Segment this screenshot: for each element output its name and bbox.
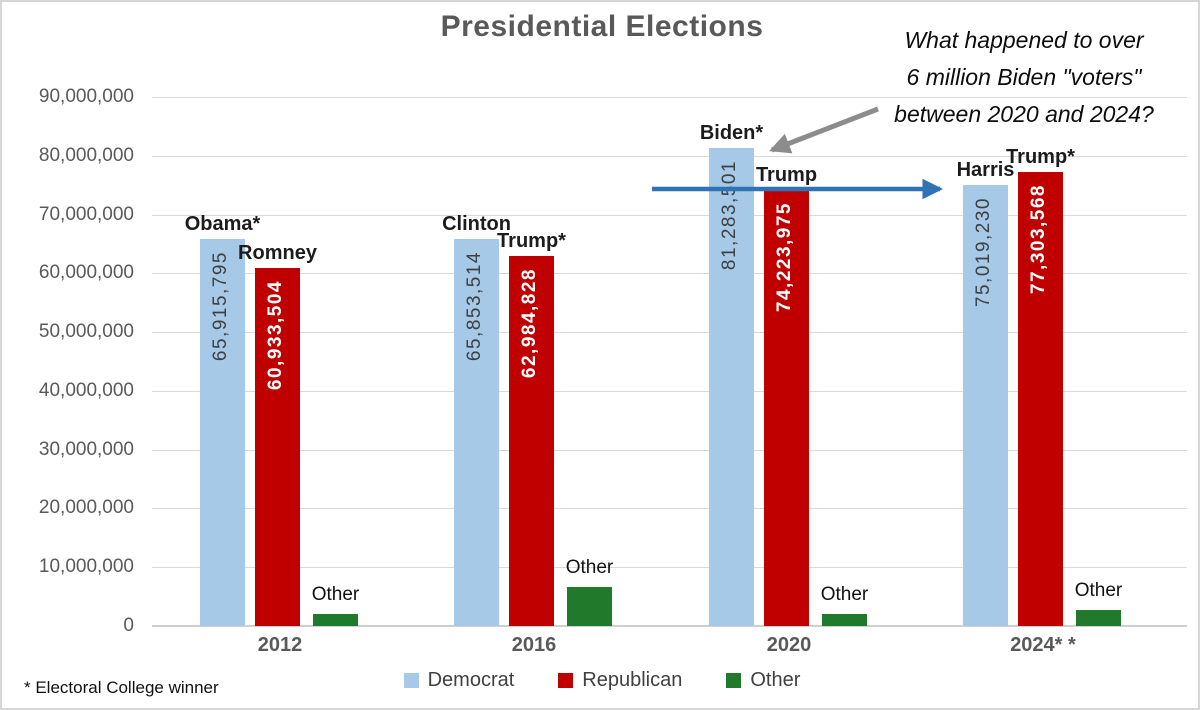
bar-democrat-2016 <box>454 238 499 626</box>
value-label-democrat-2020: 81,283,501 <box>719 160 740 271</box>
candidate-label-democrat-2020: Biden* <box>699 122 764 145</box>
x-axis-label-2024: 2024* * <box>1010 634 1076 656</box>
legend: Democrat Republican Other <box>2 669 1198 692</box>
value-label-republican-2016: 62,984,828 <box>519 267 540 378</box>
bar-republican-2024 <box>1018 171 1063 626</box>
value-label-republican-2012: 60,933,504 <box>265 279 286 390</box>
bar-other-2024 <box>1076 610 1121 626</box>
x-axis-label-2020: 2020 <box>766 634 812 656</box>
y-axis-tick-label: 20,000,000 <box>38 497 134 519</box>
legend-item-democrat: Democrat <box>403 669 515 692</box>
candidate-label-democrat-2016: Clinton <box>442 212 511 235</box>
x-axis-line <box>152 625 1187 627</box>
legend-swatch-icon <box>403 673 419 688</box>
y-axis-tick-label: 90,000,000 <box>38 86 134 107</box>
candidate-label-democrat-2024: Harris <box>956 159 1015 182</box>
y-axis-tick-label: 70,000,000 <box>38 203 134 225</box>
y-axis-tick-label: 40,000,000 <box>38 379 134 401</box>
gridline <box>152 390 1187 392</box>
y-axis-tick-label: 30,000,000 <box>38 438 134 460</box>
x-axis-label-2016: 2016 <box>511 634 557 656</box>
footnote: * Electoral College winner <box>24 678 219 697</box>
annotation-text: What happened to over 6 million Biden "v… <box>854 22 1194 133</box>
legend-label: Republican <box>582 669 683 691</box>
annotation-line-3: between 2020 and 2024? <box>894 101 1154 127</box>
gridline <box>152 567 1187 569</box>
legend-label: Other <box>750 669 801 691</box>
value-label-democrat-2024: 75,019,230 <box>973 197 994 308</box>
value-label-democrat-2016: 65,853,514 <box>464 250 485 362</box>
y-axis-tick-label: 50,000,000 <box>38 321 134 343</box>
gridline <box>152 273 1187 275</box>
bar-other-2016 <box>567 587 612 626</box>
candidate-label-other-2016: Other <box>565 557 614 579</box>
gridline <box>152 449 1187 451</box>
candidate-label-republican-2020: Trump <box>755 163 818 186</box>
bar-republican-2016 <box>509 255 554 626</box>
value-label-republican-2024: 77,303,568 <box>1028 183 1049 294</box>
legend-item-other: Other <box>726 669 800 692</box>
gridline <box>152 97 1187 98</box>
legend-item-republican: Republican <box>558 669 682 692</box>
y-axis-tick-label: 0 <box>123 615 134 636</box>
gridline <box>152 214 1187 216</box>
annotation-line-1: What happened to over <box>904 27 1144 53</box>
annotation-line-2: 6 million Biden "voters" <box>906 64 1142 90</box>
y-axis-tick-label: 60,000,000 <box>38 262 134 284</box>
candidate-label-republican-2016: Trump* <box>497 229 566 252</box>
bar-democrat-2012 <box>200 238 245 626</box>
legend-swatch-icon <box>558 673 574 688</box>
bar-other-2020 <box>822 614 867 626</box>
bar-republican-2020 <box>764 189 809 626</box>
bar-democrat-2024 <box>963 185 1008 626</box>
legend-swatch-icon <box>726 673 742 688</box>
y-axis-tick-label: 80,000,000 <box>38 144 134 166</box>
bar-other-2012 <box>313 614 358 626</box>
x-axis-label-2012: 2012 <box>257 634 303 656</box>
y-axis-tick-label: 10,000,000 <box>38 556 134 578</box>
bar-republican-2012 <box>255 267 300 626</box>
chart-title: Presidential Elections <box>440 10 764 43</box>
value-label-democrat-2012: 65,915,795 <box>210 250 231 361</box>
bar-democrat-2020 <box>709 148 754 626</box>
value-label-republican-2020: 74,223,975 <box>774 201 795 312</box>
candidate-label-republican-2024: Trump* <box>1006 145 1075 168</box>
gridline <box>152 155 1187 157</box>
candidate-label-other-2020: Other <box>820 584 869 606</box>
candidate-label-republican-2012: Romney <box>238 241 317 264</box>
candidate-label-other-2024: Other <box>1074 580 1123 602</box>
candidate-label-democrat-2012: Obama* <box>184 212 261 235</box>
candidate-label-other-2012: Other <box>311 584 360 606</box>
gridline <box>152 508 1187 510</box>
legend-label: Democrat <box>427 669 515 691</box>
gridline <box>152 332 1187 334</box>
